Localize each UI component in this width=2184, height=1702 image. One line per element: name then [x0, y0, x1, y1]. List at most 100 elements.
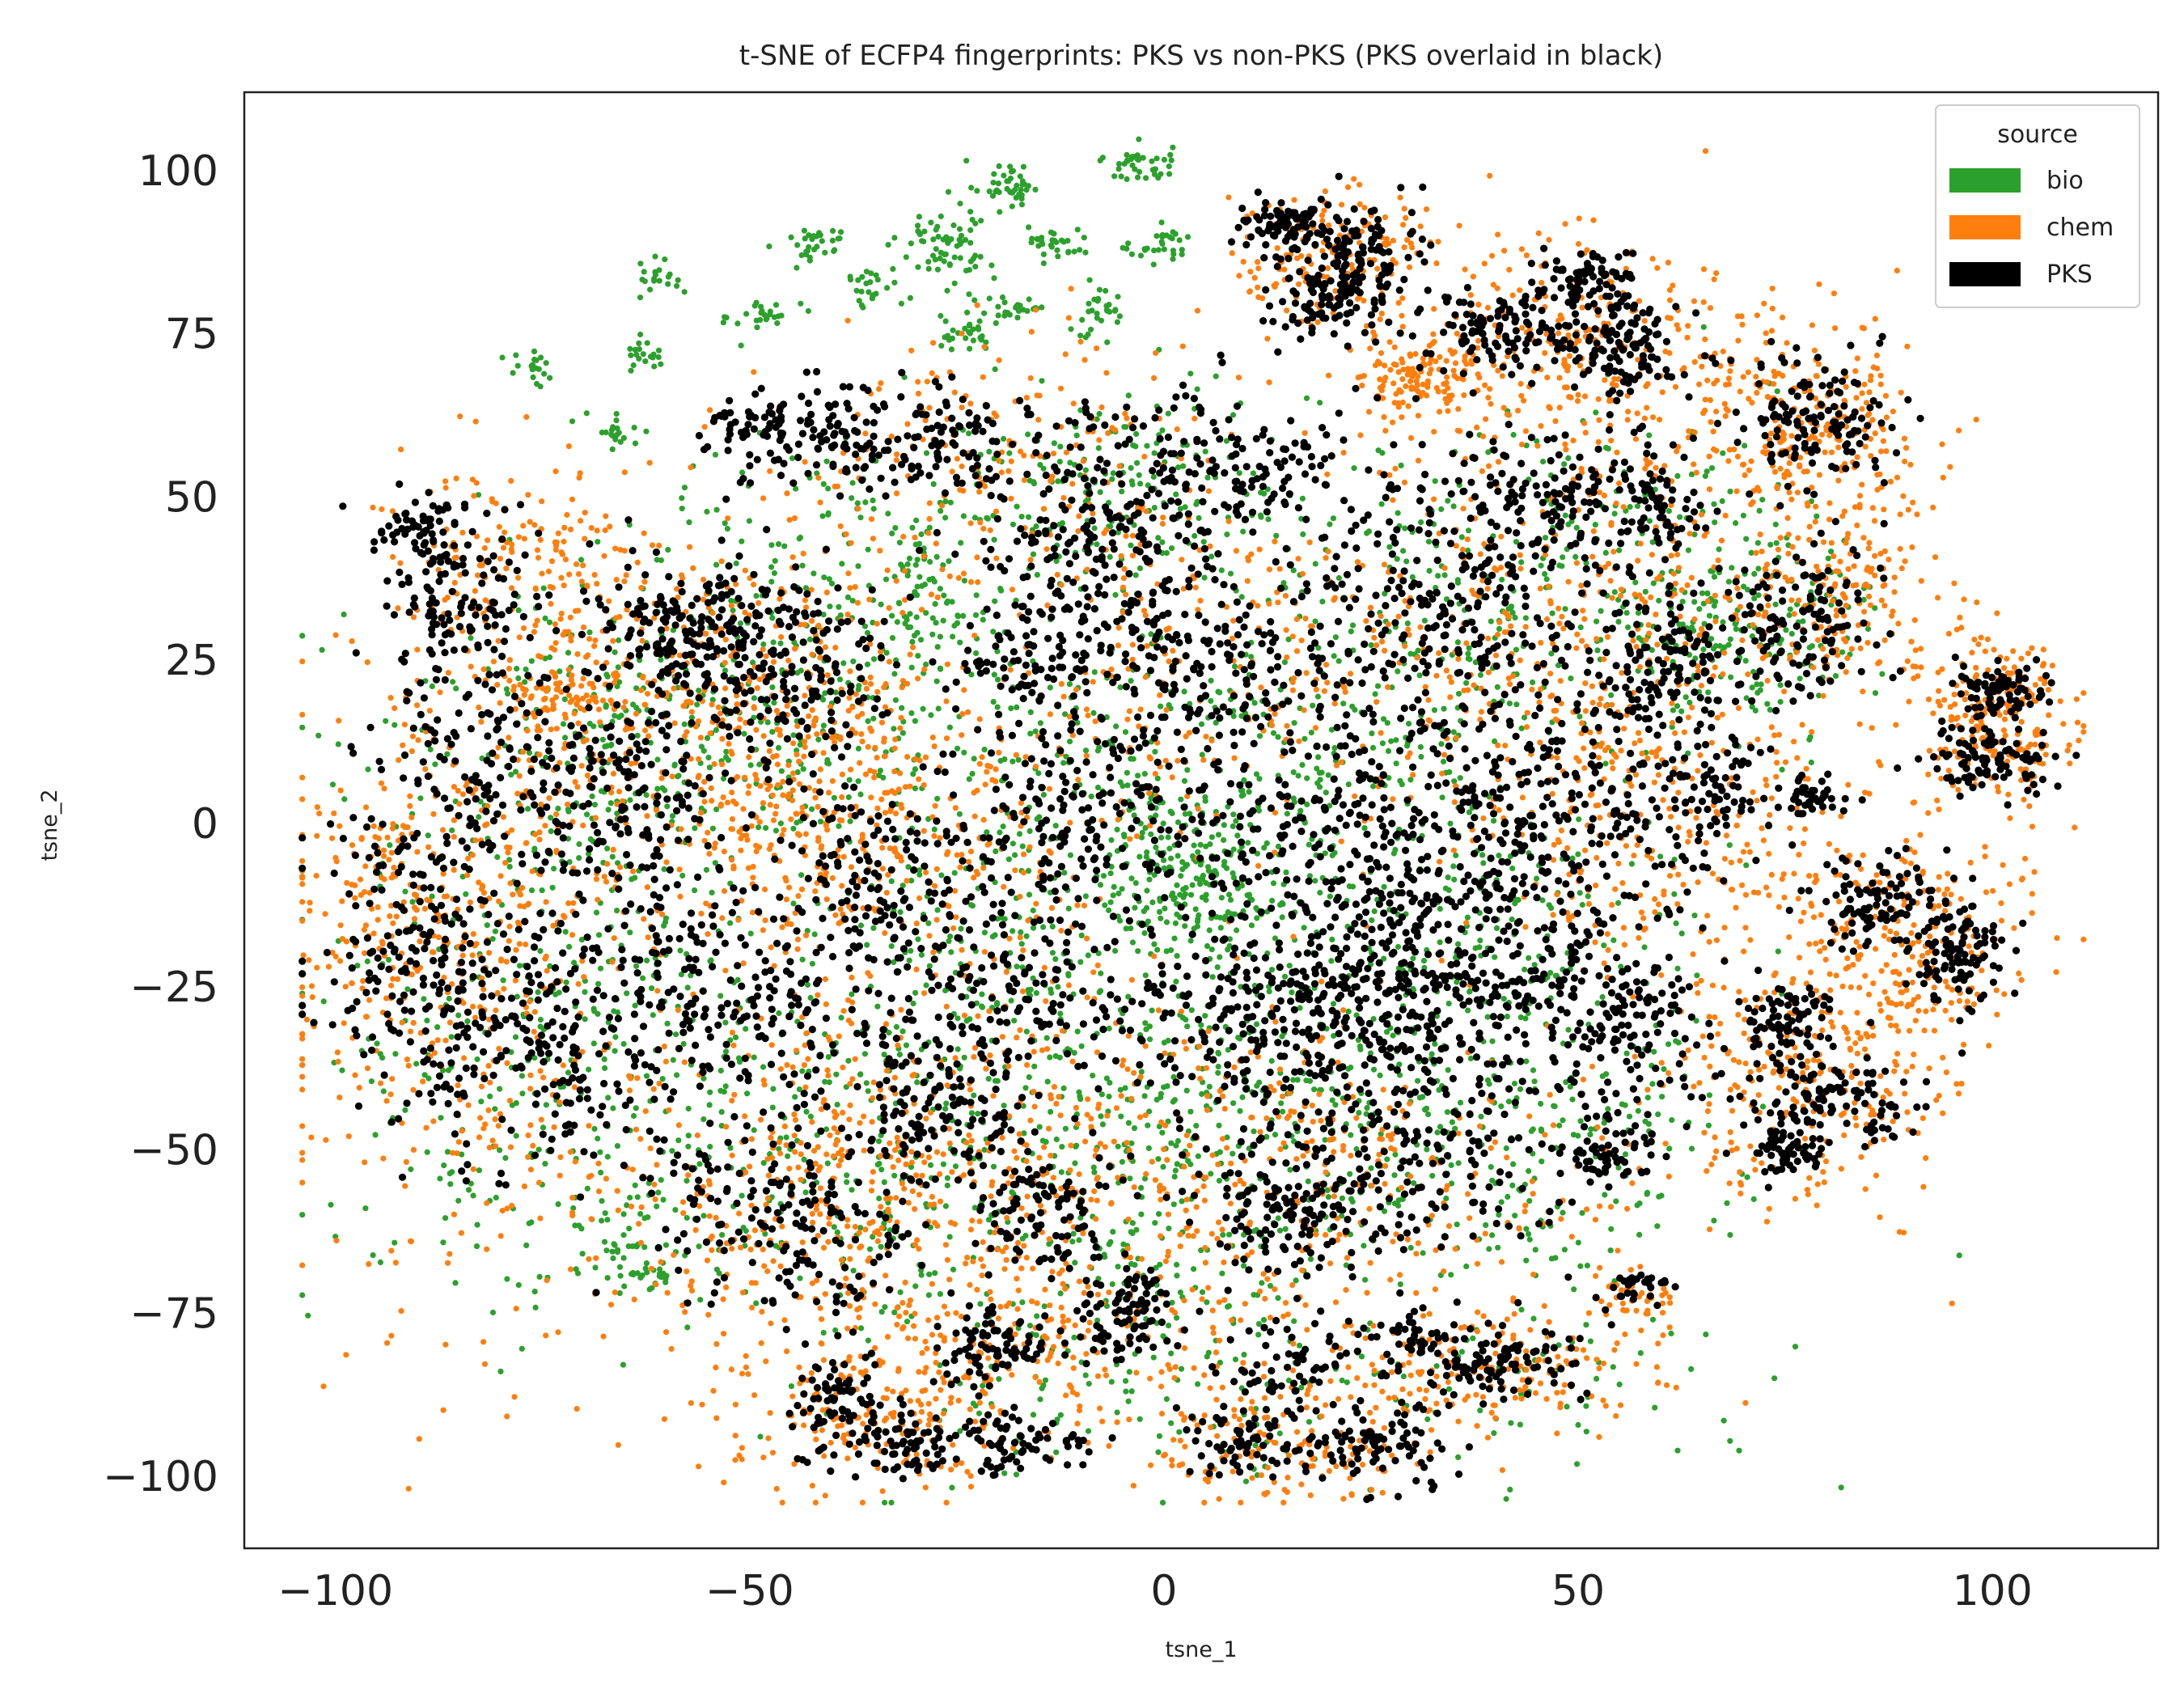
data-point — [455, 1197, 462, 1204]
data-point — [555, 805, 561, 812]
data-point — [499, 354, 506, 361]
data-point — [1091, 1169, 1098, 1175]
data-point — [700, 1116, 707, 1123]
data-point — [445, 670, 452, 676]
data-point — [899, 705, 905, 711]
data-point — [707, 1089, 713, 1095]
data-point — [916, 757, 923, 764]
data-point — [1583, 1429, 1589, 1435]
data-point — [718, 558, 725, 565]
data-point — [1253, 771, 1260, 777]
data-point — [1063, 753, 1069, 760]
data-point — [362, 1205, 369, 1212]
data-point — [1378, 501, 1385, 507]
data-point — [1215, 688, 1221, 695]
data-point — [891, 235, 898, 241]
data-point — [647, 286, 654, 293]
data-point — [1564, 1404, 1570, 1410]
data-point — [671, 720, 678, 726]
data-point — [537, 948, 544, 955]
data-point — [1407, 1244, 1414, 1251]
data-point — [725, 757, 732, 764]
data-point — [675, 773, 682, 779]
data-point — [1079, 316, 1086, 323]
data-point — [968, 184, 975, 191]
data-point — [872, 744, 878, 752]
data-point — [1673, 920, 1679, 926]
data-point — [932, 1270, 938, 1276]
data-point — [819, 238, 825, 244]
data-point — [1282, 1226, 1289, 1232]
data-point — [572, 779, 578, 785]
data-point — [560, 721, 567, 727]
data-point — [1814, 513, 1820, 519]
data-point — [1040, 465, 1047, 472]
data-point — [1418, 519, 1424, 526]
data-point — [707, 1143, 713, 1150]
data-point — [1255, 807, 1262, 814]
data-point — [733, 560, 739, 567]
data-point — [729, 857, 735, 863]
data-point — [627, 345, 633, 352]
data-point — [770, 639, 777, 646]
data-point — [938, 508, 944, 514]
data-point — [768, 542, 775, 548]
data-point — [892, 696, 899, 704]
data-point — [1598, 608, 1604, 614]
data-point — [818, 845, 824, 852]
data-point — [1574, 1461, 1581, 1467]
data-point — [754, 685, 760, 692]
data-point — [802, 739, 808, 745]
data-point — [660, 1196, 667, 1203]
data-point — [1315, 754, 1322, 760]
data-point — [1151, 450, 1158, 456]
data-point — [1623, 610, 1630, 616]
data-point — [513, 1100, 519, 1107]
data-point — [1158, 219, 1165, 226]
data-point — [662, 1276, 669, 1282]
data-point — [1797, 675, 1803, 682]
data-point — [915, 228, 921, 235]
data-point — [1225, 908, 1231, 916]
data-point — [918, 637, 925, 643]
data-point — [1033, 1332, 1039, 1338]
data-point — [940, 1161, 946, 1167]
data-point — [904, 573, 911, 579]
data-point — [551, 866, 557, 872]
data-point — [1449, 1119, 1455, 1125]
data-point — [656, 1272, 662, 1280]
data-point — [1577, 1118, 1584, 1124]
data-point — [1489, 1038, 1496, 1044]
data-point — [744, 1090, 751, 1097]
data-point — [1767, 541, 1774, 548]
data-point — [896, 1052, 903, 1058]
data-point — [1470, 1335, 1476, 1341]
data-point — [760, 800, 767, 807]
data-point — [1191, 532, 1198, 540]
data-point — [1129, 162, 1136, 168]
data-point — [1128, 464, 1134, 472]
data-point — [938, 872, 945, 879]
data-point — [584, 1185, 590, 1192]
data-point — [875, 1138, 882, 1145]
data-point — [1040, 251, 1047, 257]
points-layer — [298, 136, 2087, 1506]
data-point — [1674, 965, 1681, 972]
data-point — [1215, 832, 1222, 838]
data-point — [802, 597, 809, 603]
data-point — [802, 585, 810, 591]
data-point — [1637, 1350, 1644, 1357]
data-point — [1275, 1295, 1281, 1302]
data-point — [638, 585, 645, 591]
data-point — [1402, 525, 1408, 531]
data-point — [1081, 902, 1088, 909]
data-point — [319, 646, 325, 654]
data-point — [1128, 542, 1134, 548]
data-point — [1147, 1036, 1153, 1043]
data-point — [540, 1124, 547, 1131]
data-point — [704, 508, 710, 515]
data-point — [1311, 1086, 1318, 1093]
data-point — [971, 1092, 977, 1099]
data-point — [614, 1009, 621, 1015]
data-point — [617, 864, 624, 870]
